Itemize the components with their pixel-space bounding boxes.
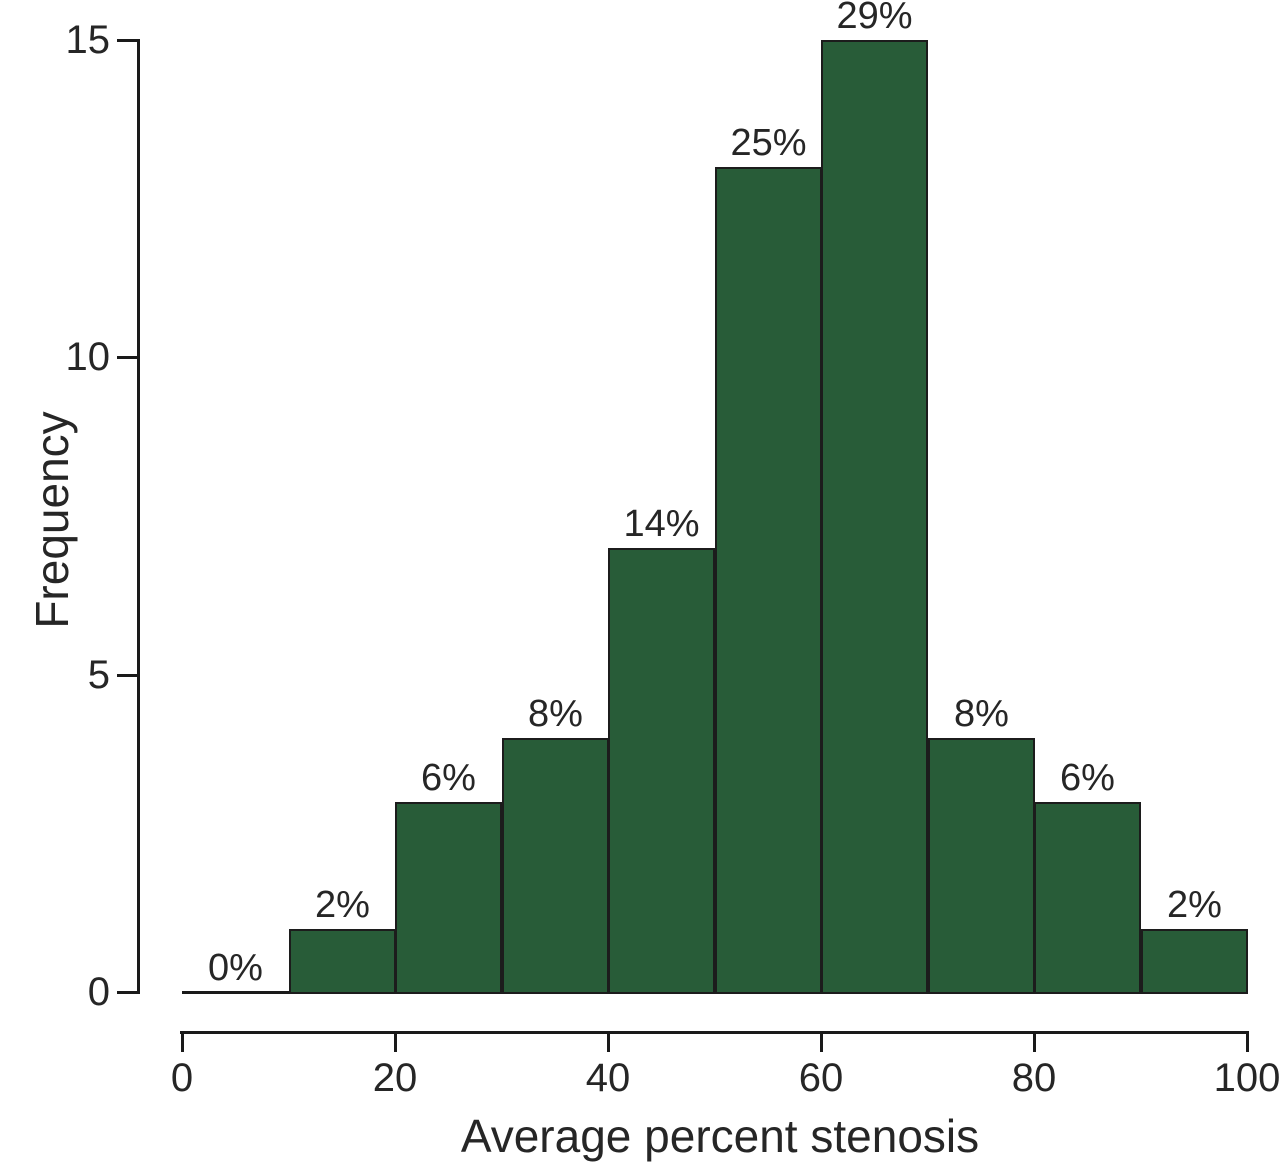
x-tick [181,1031,184,1052]
bar-value-label: 6% [421,757,476,799]
zero-count-baseline [182,991,289,994]
bar-value-label: 8% [954,693,1009,735]
histogram-bar [1141,929,1248,994]
x-tick-label: 100 [1213,1056,1280,1100]
x-axis-title: Average percent stenosis [460,1110,980,1162]
x-tick-label: 80 [1011,1056,1057,1100]
bar-value-label: 2% [315,884,370,926]
bar-value-label: 29% [836,0,913,37]
histogram-bar [1034,802,1141,994]
y-tick-label: 5 [87,653,110,697]
y-tick-label: 10 [65,335,111,379]
x-tick-label: 20 [372,1056,418,1100]
histogram-bar [289,929,396,994]
y-axis-title: Frequency [26,411,78,629]
histogram-bar [821,40,928,994]
y-tick-label: 0 [87,970,110,1014]
x-tick [607,1031,610,1052]
x-tick [820,1031,823,1052]
x-tick [1246,1031,1249,1052]
histogram-bar [502,738,609,994]
y-tick [117,674,139,677]
y-tick [117,39,139,42]
bar-value-label: 6% [1060,757,1115,799]
bar-value-label: 0% [208,947,263,989]
y-axis-line [137,39,140,994]
bar-value-label: 14% [623,503,700,545]
y-tick [117,991,139,994]
x-tick [394,1031,397,1052]
x-tick-label: 40 [585,1056,631,1100]
y-tick-label: 15 [65,18,111,62]
bar-value-label: 2% [1167,884,1222,926]
x-axis-line [180,1031,1249,1034]
x-tick-label: 0 [170,1056,194,1100]
y-tick [117,356,139,359]
histogram-bar [395,802,502,994]
bar-value-label: 8% [528,693,583,735]
histogram-bar [715,167,822,994]
x-tick-label: 60 [798,1056,844,1100]
histogram-bar [928,738,1035,994]
bar-value-label: 25% [730,122,807,164]
x-tick [1033,1031,1036,1052]
histogram-bar [608,548,715,994]
